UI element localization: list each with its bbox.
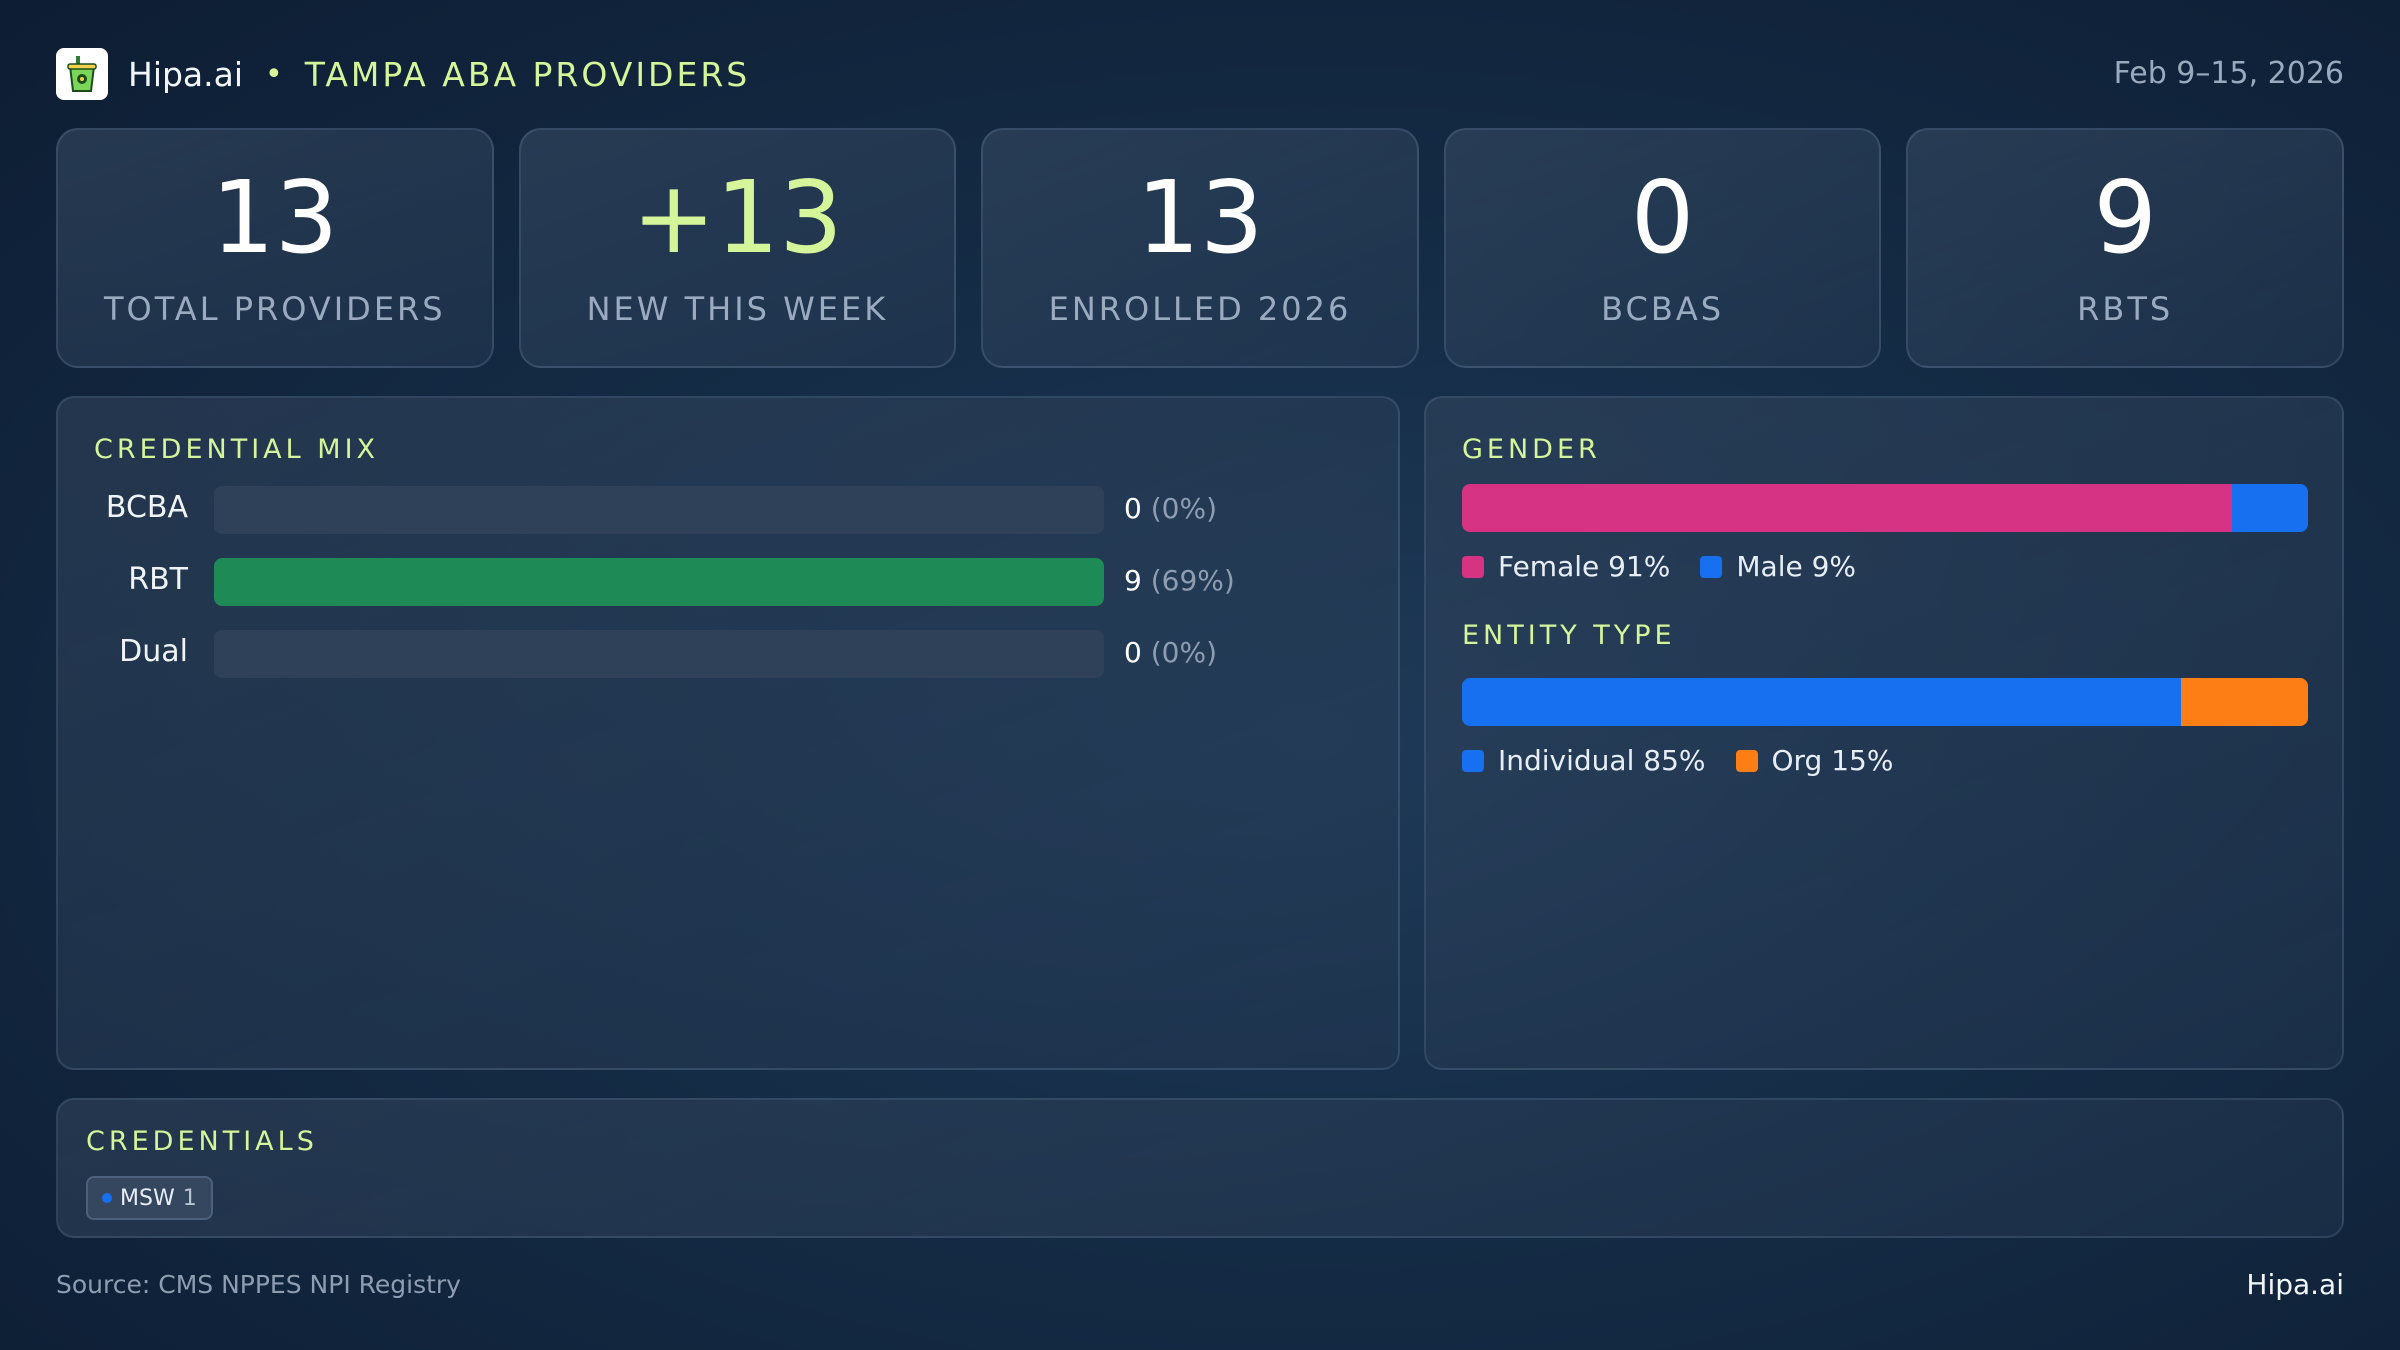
- brand-name: Hipa.ai: [128, 54, 244, 94]
- legend-label: Female 91%: [1498, 550, 1671, 583]
- bar-count: 0: [1124, 492, 1142, 525]
- kpi-bcbas: 0 BCBAS: [1443, 128, 1882, 368]
- kpi-row: 13 TOTAL PROVIDERS +13 NEW THIS WEEK 13 …: [56, 128, 2344, 368]
- page-title: TAMPA ABA PROVIDERS: [304, 54, 751, 94]
- header: Hipa.ai • TAMPA ABA PROVIDERS: [56, 46, 750, 102]
- legend-swatch: [1700, 555, 1723, 578]
- bar-percent: (69%): [1150, 564, 1235, 597]
- kpi-label: RBTS: [2077, 290, 2174, 328]
- bar-value: 0 (0%): [1124, 636, 1217, 669]
- date-range: Feb 9–15, 2026: [2113, 56, 2344, 91]
- kpi-value: 13: [1136, 159, 1264, 276]
- bar-label: BCBA: [105, 490, 188, 525]
- kpi-label: TOTAL PROVIDERS: [104, 290, 446, 328]
- gender-title: GENDER: [1462, 434, 1601, 465]
- gender-segment-male: [2231, 484, 2308, 532]
- legend-label: Org 15%: [1771, 744, 1894, 777]
- entity-segment-org: [2181, 678, 2308, 726]
- legend-item-org: Org 15%: [1735, 744, 1894, 777]
- kpi-label: NEW THIS WEEK: [586, 290, 889, 328]
- panel-title: CREDENTIAL MIX: [94, 434, 380, 465]
- source-note: Source: CMS NPPES NPI Registry: [56, 1270, 461, 1299]
- credential-chip-msw[interactable]: MSW 1: [86, 1176, 213, 1220]
- kpi-value: 0: [1630, 159, 1695, 276]
- entity-stacked-bar: [1462, 678, 2308, 726]
- legend-label: Male 9%: [1736, 550, 1857, 583]
- bar-fill: [214, 558, 1104, 606]
- bar-label: RBT: [128, 562, 188, 597]
- kpi-total-providers: 13 TOTAL PROVIDERS: [56, 128, 494, 368]
- kpi-value: +13: [631, 159, 843, 276]
- chip-name: MSW: [120, 1185, 175, 1211]
- legend-swatch: [1462, 749, 1484, 772]
- bar-percent: (0%): [1150, 492, 1218, 525]
- bar-track: [214, 486, 1104, 534]
- legend-item-female: Female 91%: [1462, 550, 1670, 583]
- bar-row-dual: Dual 0 (0%): [58, 630, 1398, 678]
- credential-mix-panel: CREDENTIAL MIX BCBA 0 (0%) RBT 9 (69%) D…: [56, 396, 1400, 1070]
- kpi-label: BCBAS: [1601, 290, 1725, 328]
- bar-row-rbt: RBT 9 (69%): [58, 558, 1398, 606]
- kpi-value: 13: [211, 159, 339, 276]
- bar-percent: (0%): [1150, 636, 1218, 669]
- bar-value: 9 (69%): [1124, 564, 1235, 597]
- legend-item-individual: Individual 85%: [1462, 744, 1706, 777]
- kpi-new-this-week: +13 NEW THIS WEEK: [518, 128, 957, 368]
- bar-count: 9: [1124, 564, 1142, 597]
- entity-segment-individual: [1462, 678, 2182, 726]
- bar-track: [214, 558, 1104, 606]
- legend-label: Individual 85%: [1498, 744, 1706, 777]
- gender-entity-panel: GENDER Female 91% Male 9% ENTITY TYPE In…: [1424, 396, 2344, 1070]
- chip-dot: [102, 1193, 112, 1203]
- cup-icon: [56, 48, 108, 100]
- bar-label: Dual: [119, 634, 188, 669]
- entity-type-title: ENTITY TYPE: [1462, 620, 1676, 651]
- bar-value: 0 (0%): [1124, 492, 1217, 525]
- bar-count: 0: [1124, 636, 1142, 669]
- kpi-enrolled: 13 ENROLLED 2026: [981, 128, 1419, 368]
- kpi-value: 9: [2093, 159, 2157, 276]
- legend-swatch: [1462, 555, 1484, 578]
- credentials-panel: CREDENTIALS MSW 1: [56, 1098, 2344, 1238]
- gender-stacked-bar: [1462, 484, 2308, 532]
- footer-brand: Hipa.ai: [2246, 1268, 2344, 1301]
- legend-item-male: Male 9%: [1700, 550, 1856, 583]
- gender-legend: Female 91% Male 9%: [1462, 550, 1886, 583]
- gender-segment-female: [1462, 484, 2232, 532]
- kpi-rbts: 9 RBTS: [1906, 128, 2344, 368]
- title-separator: •: [265, 56, 283, 92]
- bar-track: [214, 630, 1104, 678]
- kpi-label: ENROLLED 2026: [1048, 290, 1352, 328]
- legend-swatch: [1735, 749, 1758, 772]
- bar-row-bcba: BCBA 0 (0%): [58, 486, 1398, 534]
- entity-legend: Individual 85% Org 15%: [1462, 744, 1923, 777]
- chip-count: 1: [182, 1185, 197, 1211]
- panel-title: CREDENTIALS: [86, 1126, 318, 1157]
